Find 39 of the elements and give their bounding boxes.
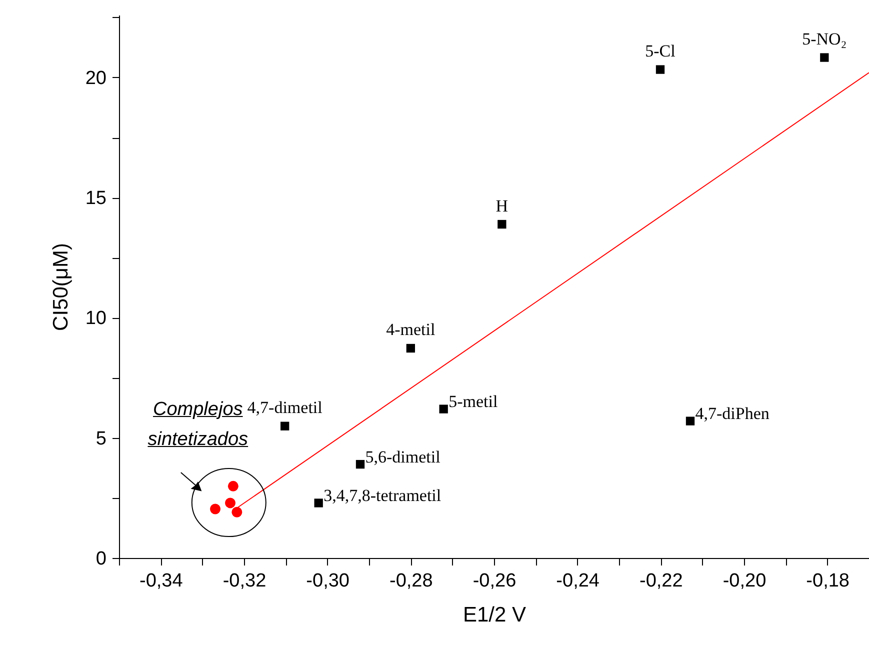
y-tick-label: 5	[96, 428, 106, 450]
x-tick-label: -0,30	[306, 570, 350, 592]
x-tick-label: -0,18	[806, 570, 850, 592]
point	[406, 344, 415, 353]
point	[228, 480, 238, 492]
annotation: 5-Cl	[645, 42, 676, 61]
point	[210, 504, 220, 514]
y-axis-title: CI50(μM)	[49, 243, 72, 331]
annotation: 3,4,7,8-tetrametil	[324, 486, 442, 505]
point	[686, 416, 695, 426]
y-tick-label: 10	[85, 308, 106, 330]
point	[225, 498, 236, 508]
y-tick-label: 15	[85, 188, 106, 210]
y-tick-label: 20	[85, 68, 106, 89]
annotation: 5-metil	[448, 392, 498, 412]
annotation: H	[496, 196, 508, 216]
x-tick-label: -0,26	[472, 570, 516, 592]
x-tick-label: -0,22	[640, 570, 683, 592]
point	[232, 506, 242, 518]
x-tick-label: -0,24	[556, 570, 600, 592]
annotation: 5-NO₂	[802, 30, 847, 49]
x-axis-title: E1/2 V	[462, 604, 526, 626]
annotation: 5,6-dimetil	[365, 447, 441, 466]
annotation: 4,7-dimetil	[247, 398, 323, 418]
x-tick-label: -0,34	[140, 570, 184, 592]
annotation: Complejos sintetizados	[148, 398, 248, 450]
point	[439, 404, 448, 414]
point	[498, 220, 506, 229]
point	[280, 422, 290, 430]
x-tick-label: -0,20	[722, 570, 766, 592]
x-tick-label: -0,32	[222, 570, 266, 592]
point	[356, 460, 365, 469]
point	[820, 53, 829, 62]
annotation: 4,7-diPhen	[695, 404, 770, 424]
point	[656, 65, 665, 74]
point	[314, 498, 323, 508]
y-tick-label: 0	[96, 548, 106, 570]
x-tick-label: -0,28	[390, 570, 433, 592]
annotation: 4-metil	[386, 320, 436, 340]
